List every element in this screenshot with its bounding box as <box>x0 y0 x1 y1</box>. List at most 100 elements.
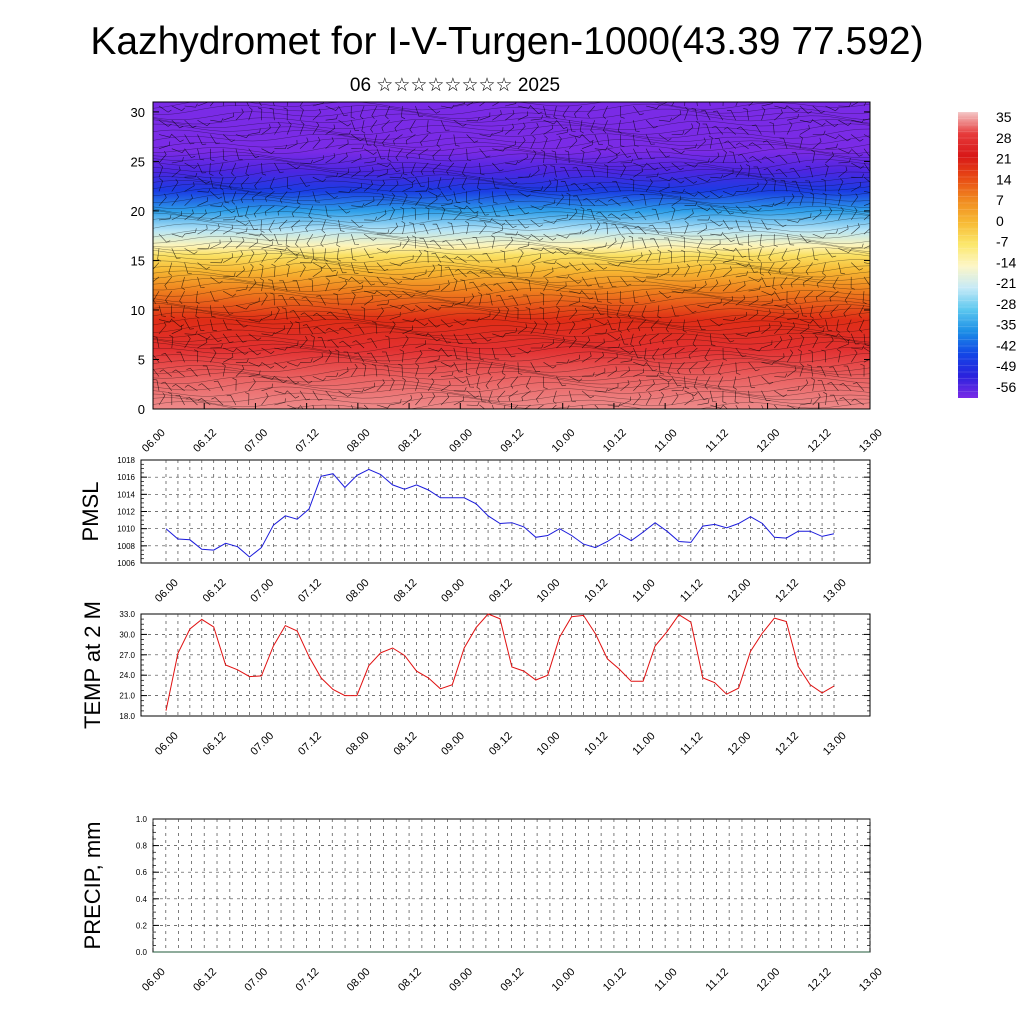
wind-barb <box>722 316 736 321</box>
wind-barb <box>184 148 196 158</box>
wind-barb <box>573 195 583 206</box>
wind-barb <box>389 398 402 406</box>
wind-barb <box>261 311 272 320</box>
wind-barb <box>274 390 288 395</box>
wind-barb <box>352 340 365 349</box>
wind-barb <box>351 234 359 245</box>
x-tick-label: 06.00 <box>140 966 168 994</box>
wind-barb <box>838 102 852 107</box>
wind-barb <box>830 305 839 317</box>
profile-contour <box>153 301 870 313</box>
wind-barb <box>850 333 860 345</box>
wind-barb <box>556 292 563 306</box>
wind-barb <box>761 156 775 164</box>
wind-barb <box>235 305 250 310</box>
profile-contour <box>153 182 870 194</box>
wind-barb <box>543 219 557 224</box>
wind-barb <box>658 134 672 142</box>
x-tick-label: 10.12 <box>582 730 610 758</box>
profile-contour <box>153 317 870 329</box>
profile-contour <box>153 237 870 249</box>
wind-barb <box>312 352 323 363</box>
wind-barb <box>402 276 416 280</box>
wind-barb <box>210 177 218 189</box>
wind-barb <box>454 269 467 278</box>
wind-barb <box>415 290 429 295</box>
wind-barb <box>466 191 471 205</box>
wind-barb <box>363 382 375 392</box>
profile-contour <box>153 119 870 130</box>
wind-barb <box>816 276 826 288</box>
wind-barb <box>248 347 261 356</box>
wind-barb <box>354 352 365 363</box>
wind-barb <box>620 396 631 406</box>
wind-barb <box>197 176 210 185</box>
profile-contour <box>153 346 870 358</box>
wind-barb <box>351 144 364 149</box>
wind-barb <box>411 207 416 220</box>
x-tick-label: 08.12 <box>391 730 419 758</box>
wind-barb <box>748 262 758 273</box>
profile-contour <box>153 321 870 333</box>
wind-barb <box>748 102 754 107</box>
wind-barb <box>278 295 288 306</box>
wind-barb <box>312 121 320 135</box>
wind-barb <box>425 206 430 220</box>
wind-barb <box>735 404 739 409</box>
wind-barb <box>530 105 543 114</box>
wind-barb <box>608 198 621 206</box>
wind-barb <box>748 219 757 231</box>
profile-contour <box>153 390 870 403</box>
x-tick-label: 11.00 <box>652 966 679 993</box>
wind-barb <box>759 262 765 276</box>
colorbar-label: -49 <box>996 358 1016 374</box>
wind-barb <box>594 338 605 349</box>
wind-barb <box>517 249 524 263</box>
x-tick-label: 13.00 <box>821 577 849 605</box>
wind-barb <box>580 206 585 220</box>
wind-barb <box>261 331 275 336</box>
wind-barb <box>504 109 515 121</box>
wind-barb <box>775 154 788 164</box>
wind-barb <box>633 368 644 377</box>
wind-barb <box>428 305 442 311</box>
wind-barb <box>402 305 416 312</box>
wind-barb <box>811 149 816 164</box>
wind-barb <box>735 281 746 292</box>
wind-barb <box>285 263 290 277</box>
profile-contour <box>153 153 870 165</box>
wind-barb <box>197 119 211 127</box>
wind-barb <box>684 176 698 184</box>
wind-barb <box>184 228 197 235</box>
wind-barb <box>364 157 377 164</box>
wind-barb <box>376 300 390 306</box>
x-tick-label: 11.12 <box>678 730 705 757</box>
wind-barb <box>274 398 286 406</box>
wind-barb <box>261 347 275 354</box>
wind-barb <box>197 244 211 249</box>
wind-barb <box>517 219 530 229</box>
wind-barb <box>851 162 864 169</box>
wind-barb <box>568 137 578 149</box>
wind-barb <box>809 192 815 206</box>
wind-barb <box>259 277 264 292</box>
wind-barb <box>325 137 334 149</box>
wind-barb <box>411 235 417 249</box>
wind-barb <box>566 192 571 206</box>
wind-barb <box>415 269 427 278</box>
wind-barb <box>736 126 749 135</box>
wind-barb <box>415 332 429 337</box>
x-tick-label: 09.12 <box>487 577 515 605</box>
wind-barb <box>287 162 300 169</box>
wind-barb <box>697 137 706 149</box>
wind-barb <box>863 262 870 265</box>
wind-barb <box>645 362 657 372</box>
wind-barb <box>517 241 530 249</box>
wind-barb <box>184 262 192 274</box>
wind-barb <box>674 347 685 358</box>
wind-barb <box>259 263 264 277</box>
wind-barb <box>165 290 173 304</box>
wind-barb <box>286 121 292 135</box>
wind-barb <box>553 105 558 120</box>
